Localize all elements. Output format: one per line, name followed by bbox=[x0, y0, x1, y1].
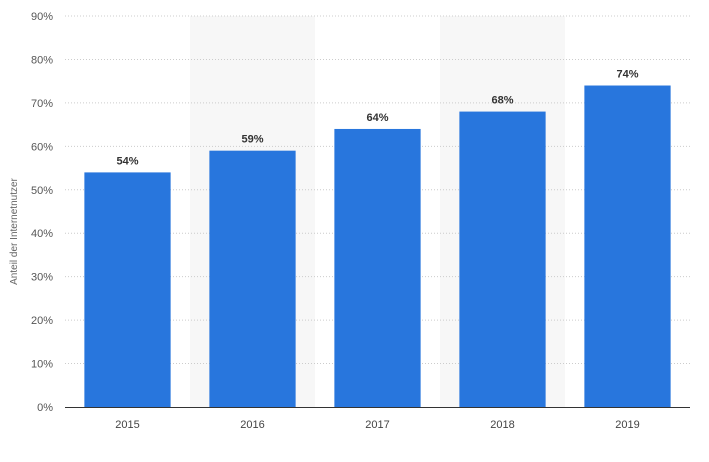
bar-2016[interactable] bbox=[209, 150, 296, 407]
data-label-2019: 74% bbox=[616, 69, 638, 81]
y-axis-title: Anteil der Internetnutzer bbox=[9, 177, 20, 284]
x-tick-label-2016: 2016 bbox=[240, 419, 264, 431]
y-tick-label: 70% bbox=[31, 98, 53, 110]
y-tick-label: 10% bbox=[31, 359, 53, 371]
y-tick-label: 40% bbox=[31, 228, 53, 240]
y-tick-label: 90% bbox=[31, 11, 53, 23]
data-label-2015: 54% bbox=[116, 155, 138, 167]
y-tick-label: 80% bbox=[31, 54, 53, 66]
x-tick-label-2017: 2017 bbox=[365, 419, 389, 431]
data-label-2018: 68% bbox=[491, 95, 513, 107]
x-tick-label-2019: 2019 bbox=[615, 419, 639, 431]
y-tick-label: 20% bbox=[31, 315, 53, 327]
y-tick-label: 0% bbox=[37, 402, 53, 414]
data-label-2016: 59% bbox=[241, 134, 263, 146]
x-tick-label-2015: 2015 bbox=[115, 419, 139, 431]
x-tick-label-2018: 2018 bbox=[490, 419, 514, 431]
bar-2017[interactable] bbox=[334, 128, 421, 407]
y-tick-label: 60% bbox=[31, 141, 53, 153]
y-tick-label: 30% bbox=[31, 272, 53, 284]
data-label-2017: 64% bbox=[366, 112, 388, 124]
x-axis-ticks: 2015 2016 2017 2018 2019 bbox=[115, 419, 639, 431]
y-axis-ticks: 0% 10% 20% 30% 40% 50% 60% 70% 80% 90% bbox=[31, 11, 53, 414]
data-labels: 54% 59% 64% 68% 74% bbox=[116, 69, 638, 168]
y-tick-label: 50% bbox=[31, 185, 53, 197]
bars bbox=[84, 85, 671, 408]
bar-2019[interactable] bbox=[584, 85, 671, 407]
bar-2015[interactable] bbox=[84, 172, 171, 407]
bar-2018[interactable] bbox=[459, 111, 546, 408]
